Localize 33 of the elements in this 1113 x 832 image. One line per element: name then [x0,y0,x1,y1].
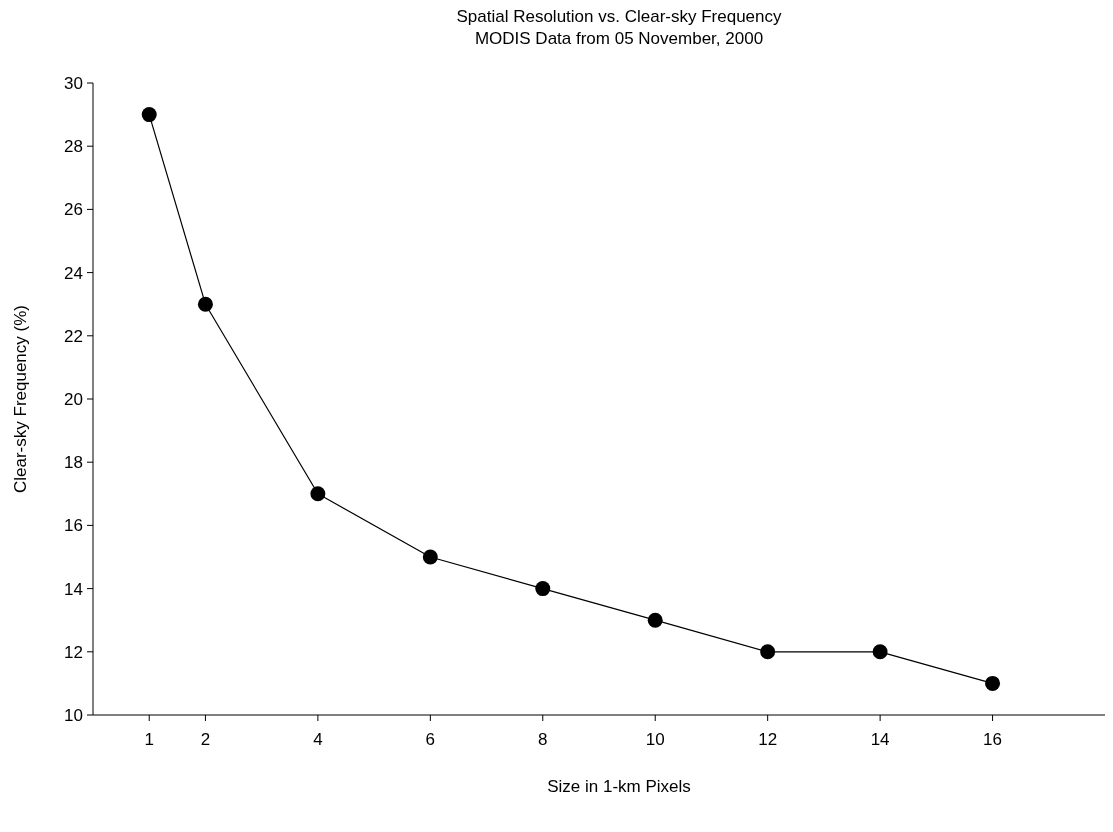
x-tick-label: 8 [538,730,548,749]
x-tick-label: 4 [313,730,323,749]
x-tick-label: 14 [870,730,890,749]
point [647,612,663,628]
point [197,296,213,312]
point [535,581,551,597]
x-axis-title: Size in 1-km Pixels [547,777,691,796]
x-tick-label: 6 [425,730,436,749]
y-axis-title: Clear-sky Frequency (%) [11,305,30,493]
x-tick-label: 2 [200,730,211,749]
y-tick-label: 22 [64,326,83,346]
point [872,644,888,660]
y-tick-label: 14 [64,579,83,599]
point [310,486,326,502]
point [141,107,157,123]
x-tick-label: 12 [758,730,778,749]
y-tick-label: 24 [64,263,83,283]
y-tick-label: 16 [64,516,83,536]
x-tick-label: 10 [645,730,665,749]
y-tick-label: 20 [64,389,83,409]
y-tick-label: 12 [64,642,83,662]
point [985,675,1001,691]
y-tick-label: 10 [64,705,83,725]
point [760,644,776,660]
x-tick-label: 1 [144,730,154,749]
chart-subtitle: MODIS Data from 05 November, 2000 [474,29,764,48]
chart-title: Spatial Resolution vs. Clear-sky Frequency [456,7,783,26]
x-tick-label: 16 [983,730,1003,749]
y-tick-label: 28 [64,137,83,157]
y-tick-label: 30 [64,73,83,93]
y-tick-label: 26 [64,200,83,220]
y-tick-label: 18 [64,453,83,473]
point [422,549,438,565]
